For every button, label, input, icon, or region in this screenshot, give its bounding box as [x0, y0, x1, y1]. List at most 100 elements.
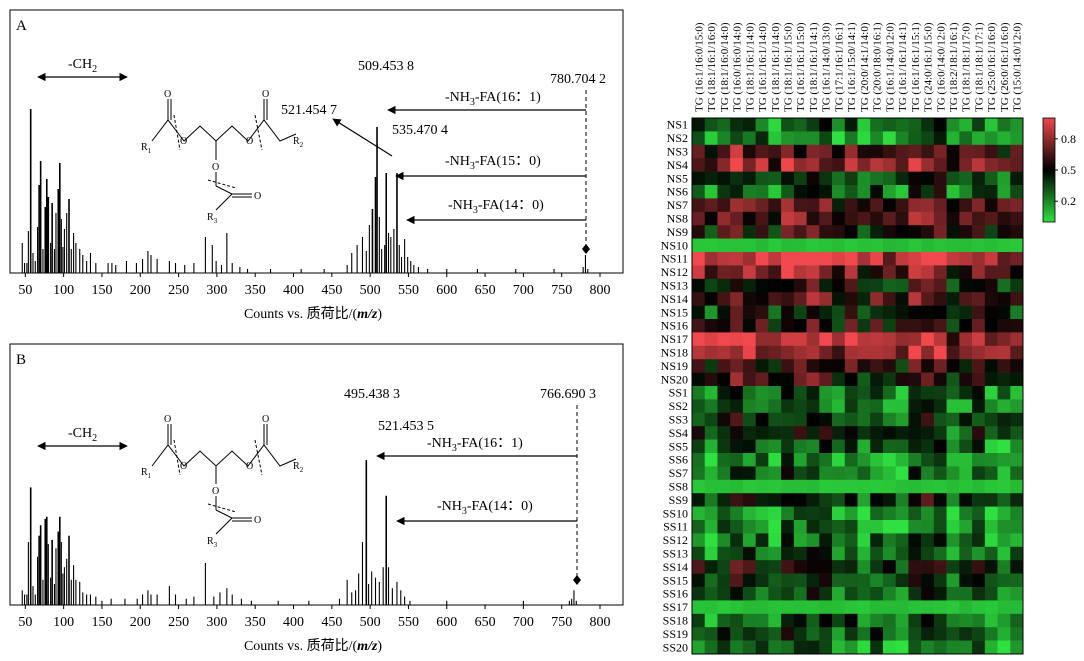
heatmap-cell-SS19-8: [781, 627, 795, 641]
heatmap-cell-SS14-10: [806, 560, 820, 574]
heatmap-cell-NS5-14: [857, 171, 871, 186]
heatmap-cell-SS10-11: [819, 506, 833, 521]
heatmap-cell-NS3-4: [730, 144, 744, 159]
heatmap-cell-SS7-7: [768, 466, 782, 481]
heatmap-cell-NS3-13: [844, 144, 858, 159]
heatmap-cell-SS9-18: [908, 493, 922, 507]
heatmap-cell-SS9-2: [704, 493, 718, 507]
heatmap-cell-NS5-13: [844, 171, 858, 186]
heatmap-cell-NS20-24: [984, 372, 998, 387]
heatmap-cell-NS7-21: [946, 198, 960, 213]
heatmap-cell-SS3-1: [692, 412, 706, 427]
heatmap-cell-SS1-3: [717, 386, 731, 400]
heatmap-cell-SS11-15: [870, 520, 884, 534]
heatmap-cell-SS7-4: [730, 466, 744, 481]
heatmap-cell-SS7-17: [895, 466, 909, 481]
heatmap-cell-NS20-14: [857, 372, 871, 387]
heatmap-cell-NS11-1: [692, 252, 706, 266]
heatmap-cell-SS17-21: [946, 600, 960, 615]
heatmap-cell-SS12-16: [882, 533, 896, 548]
heatmap-cell-SS3-8: [781, 412, 795, 427]
heatmap-cell-NS20-10: [806, 372, 820, 387]
heatmap-cell-NS4-2: [704, 158, 718, 172]
x-tick-label-b-150: 150: [91, 615, 112, 630]
heatmap-cell-NS15-3: [717, 305, 731, 320]
heatmap-cell-NS6-3: [717, 185, 731, 199]
heatmap-cell-NS6-1: [692, 185, 706, 199]
heatmap-cell-SS14-13: [844, 560, 858, 574]
x-tick-label-a-550: 550: [398, 283, 419, 298]
heatmap-cell-SS3-11: [819, 412, 833, 427]
heatmap-cell-NS4-20: [933, 158, 947, 172]
x-tick-label-b-100: 100: [53, 615, 74, 630]
heatmap-cell-NS1-23: [972, 118, 986, 132]
peak-label-535: 535.470 4: [392, 123, 448, 138]
heatmap-cell-SS20-12: [832, 640, 846, 655]
heatmap-cell-NS15-9: [793, 305, 807, 320]
heatmap-cell-SS19-19: [921, 627, 935, 641]
heatmap-cell-NS3-24: [984, 144, 998, 159]
heatmap-cell-NS4-25: [997, 158, 1011, 172]
heatmap-cell-NS17-21: [946, 332, 960, 347]
heatmap-cell-NS2-5: [742, 131, 756, 146]
heatmap-cell-SS17-8: [781, 600, 795, 615]
heatmap-cell-SS7-18: [908, 466, 922, 481]
heatmap-cell-SS8-14: [857, 479, 871, 494]
heatmap-cell-SS6-19: [921, 453, 935, 467]
heatmap-cell-NS12-24: [984, 265, 998, 280]
heatmap-cell-SS5-26: [1010, 439, 1024, 454]
heatmap-cell-SS9-8: [781, 493, 795, 507]
heatmap-cell-NS6-4: [730, 185, 744, 199]
heatmap-cell-NS11-16: [882, 252, 896, 266]
heatmap-cell-SS6-17: [895, 453, 909, 467]
heatmap-cell-SS7-12: [832, 466, 846, 481]
heatmap-row-label: SS20: [663, 640, 688, 654]
heatmap-cell-SS1-1: [692, 386, 706, 400]
heatmap-cell-NS19-26: [1010, 359, 1024, 373]
heatmap-cell-SS1-4: [730, 386, 744, 400]
heatmap-cell-SS13-3: [717, 546, 731, 561]
heatmap-cell-SS17-6: [755, 600, 769, 615]
heatmap-cell-SS17-2: [704, 600, 718, 615]
loss-label-16-1-a: -NH3-FA(16：1): [445, 90, 541, 108]
heatmap-cell-NS15-12: [832, 305, 846, 320]
heatmap-cell-SS9-20: [933, 493, 947, 507]
heatmap-cell-NS11-8: [781, 252, 795, 266]
heatmap-cell-NS4-7: [768, 158, 782, 172]
heatmap-cell-SS2-17: [895, 399, 909, 414]
heatmap-cell-NS14-12: [832, 292, 846, 306]
heatmap-cell-SS12-26: [1010, 533, 1024, 548]
x-tick-label-a-500: 500: [360, 283, 381, 298]
heatmap-cell-NS10-22: [959, 238, 973, 253]
heatmap-cell-SS9-5: [742, 493, 756, 507]
heatmap-cell-SS9-10: [806, 493, 820, 507]
r2-label-a: R2: [293, 136, 304, 149]
heatmap-cell-NS12-25: [997, 265, 1011, 280]
heatmap-cell-NS11-25: [997, 252, 1011, 266]
heatmap-cell-SS10-5: [742, 506, 756, 521]
spectrum-panel-b: B 50 100 150 200 250 300 350 400 450 500 550 600 650…: [9, 343, 624, 654]
peak-label-780: 780.704 2: [550, 72, 606, 87]
ch2-label-b: -CH2: [68, 426, 97, 444]
heatmap-cell-SS17-13: [844, 600, 858, 615]
heatmap-cell-NS1-9: [793, 118, 807, 132]
heatmap-cell-SS14-9: [793, 560, 807, 574]
heatmap-cell-SS13-6: [755, 546, 769, 561]
heatmap-cell-SS11-22: [959, 520, 973, 534]
heatmap-cell-SS9-25: [997, 493, 1011, 507]
heatmap-cell-NS6-16: [882, 185, 896, 199]
heatmap-cell-SS13-12: [832, 546, 846, 561]
heatmap-cell-NS10-18: [908, 238, 922, 253]
heatmap-cell-NS15-21: [946, 305, 960, 320]
heatmap-cell-NS16-13: [844, 319, 858, 333]
heatmap-cell-NS11-20: [933, 252, 947, 266]
heatmap-cell-SS4-14: [857, 426, 871, 440]
heatmap-cell-SS15-26: [1010, 573, 1024, 588]
heatmap-cell-NS1-21: [946, 118, 960, 132]
heatmap-cell-NS16-25: [997, 319, 1011, 333]
r1-label-b: R1: [141, 467, 152, 480]
loss-label-14-0-b: -NH3-FA(14：0): [437, 499, 533, 517]
heatmap-cell-SS1-8: [781, 386, 795, 400]
heatmap-cell-NS14-18: [908, 292, 922, 306]
heatmap-cell-NS14-10: [806, 292, 820, 306]
